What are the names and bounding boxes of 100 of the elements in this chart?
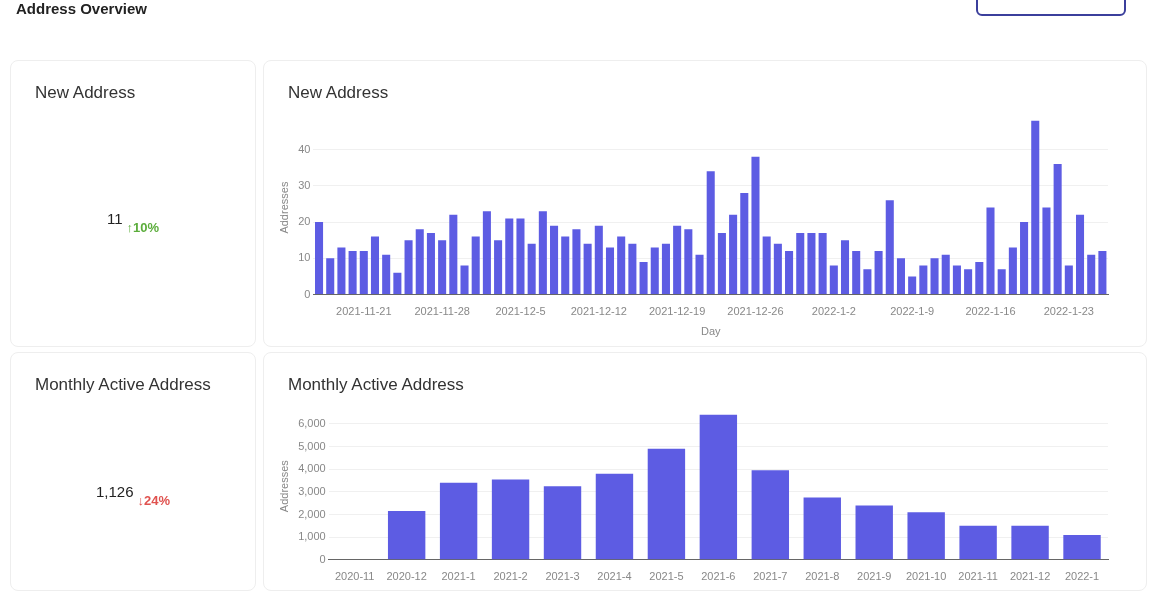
bar: [1008, 247, 1017, 295]
bar: [426, 232, 435, 295]
x-tick-label: 2021-11-28: [414, 305, 470, 318]
bar: [1075, 214, 1085, 295]
y-tick-label: 1,000: [298, 530, 326, 543]
bar: [1031, 120, 1040, 295]
x-tick-label: 2021-11: [958, 570, 998, 583]
x-tick-label: 2021-12: [1009, 570, 1051, 583]
x-tick-label: 2021-3: [545, 570, 580, 583]
bar: [807, 232, 816, 295]
y-tick-label: 30: [298, 178, 311, 191]
x-tick-label: 2021-4: [597, 570, 632, 583]
bar: [863, 269, 872, 295]
bar: [803, 497, 841, 560]
bar: [1063, 534, 1101, 560]
bar: [717, 232, 726, 295]
bar: [818, 232, 827, 295]
text: ↑10%: [126, 219, 160, 235]
y-axis-title: Addresses: [277, 459, 290, 513]
y-tick-label: 10: [298, 251, 311, 264]
x-tick-label: 2020-12: [386, 570, 427, 583]
bar: [885, 200, 894, 295]
bar: [751, 156, 760, 295]
bar: [594, 225, 603, 295]
bar: [449, 214, 458, 295]
y-tick-label: 6,000: [298, 416, 326, 429]
bar: [438, 240, 447, 295]
x-tick-label: 2022-1-16: [965, 305, 1016, 318]
bar: [628, 243, 637, 295]
x-tick-label: 2021-8: [805, 570, 840, 583]
bar: [673, 225, 682, 295]
x-tick-label: 2022-1-9: [890, 305, 935, 318]
text: Monthly Active Address: [35, 375, 211, 395]
bar: [706, 171, 715, 295]
bar: [326, 258, 335, 295]
bar: [930, 258, 939, 295]
bar: [404, 240, 413, 295]
bar: [975, 261, 984, 295]
text: Address Overview: [16, 0, 147, 17]
x-tick-label: 2021-7: [753, 570, 788, 583]
y-tick-label: 0: [304, 287, 311, 300]
x-tick-label: 2021-10: [905, 570, 947, 583]
bar: [572, 229, 581, 295]
bar: [785, 251, 794, 295]
chart-title: New Address: [288, 83, 389, 103]
bar: [471, 236, 480, 295]
bar: [387, 511, 426, 560]
bar: [729, 214, 738, 295]
bar: [829, 265, 838, 295]
x-tick-label: 2020-11: [334, 570, 375, 583]
y-tick-label: 5,000: [298, 439, 326, 452]
bar: [740, 193, 749, 295]
bar: [661, 243, 670, 295]
bar: [907, 512, 945, 560]
x-tick-label: 2021-5: [649, 570, 684, 583]
x-tick-label: 2021-2: [493, 570, 528, 583]
x-tick-label: 2022-1-2: [811, 305, 856, 318]
bar: [460, 265, 469, 295]
y-axis-title: Addresses: [277, 181, 290, 234]
bar: [595, 473, 634, 560]
bar: [1053, 164, 1062, 295]
bar: [997, 269, 1006, 295]
bar: [647, 448, 686, 560]
x-tick-label: 2022-1-23: [1043, 305, 1094, 318]
y-tick-label: 0: [319, 552, 326, 565]
x-tick-label: 2021-11-21: [336, 305, 392, 318]
bar: [639, 261, 648, 295]
bar: [762, 236, 771, 295]
bar: [550, 225, 559, 295]
bar: [1098, 251, 1107, 295]
bar: [684, 229, 693, 295]
bar: [941, 254, 950, 295]
bar: [1064, 265, 1073, 295]
bar: [382, 254, 391, 295]
x-tick-label: 2021-1: [441, 570, 476, 583]
bar: [337, 247, 346, 295]
x-tick-label: 2021-9: [857, 570, 892, 583]
bar: [896, 258, 905, 295]
bar: [491, 479, 530, 560]
bar: [494, 240, 503, 295]
bar: [605, 247, 615, 295]
y-tick-label: 4,000: [298, 462, 326, 475]
bar: [359, 251, 368, 295]
bar: [919, 265, 928, 295]
chart-title: Monthly Active Address: [288, 375, 464, 395]
bar: [415, 229, 424, 295]
bar: [561, 236, 570, 295]
x-tick-label: 2021-6: [701, 570, 736, 583]
bar: [516, 218, 525, 295]
bar: [796, 232, 805, 295]
bar: [695, 254, 704, 295]
x-tick-label: 2021-12-5: [495, 305, 546, 318]
bar: [699, 414, 738, 560]
y-tick-label: 2,000: [298, 507, 326, 520]
x-tick-label: 2021-12-12: [570, 305, 627, 318]
bar: [482, 211, 491, 295]
bar: [952, 265, 961, 295]
bar: [852, 251, 861, 295]
bar: [505, 218, 514, 295]
bar: [370, 236, 380, 295]
